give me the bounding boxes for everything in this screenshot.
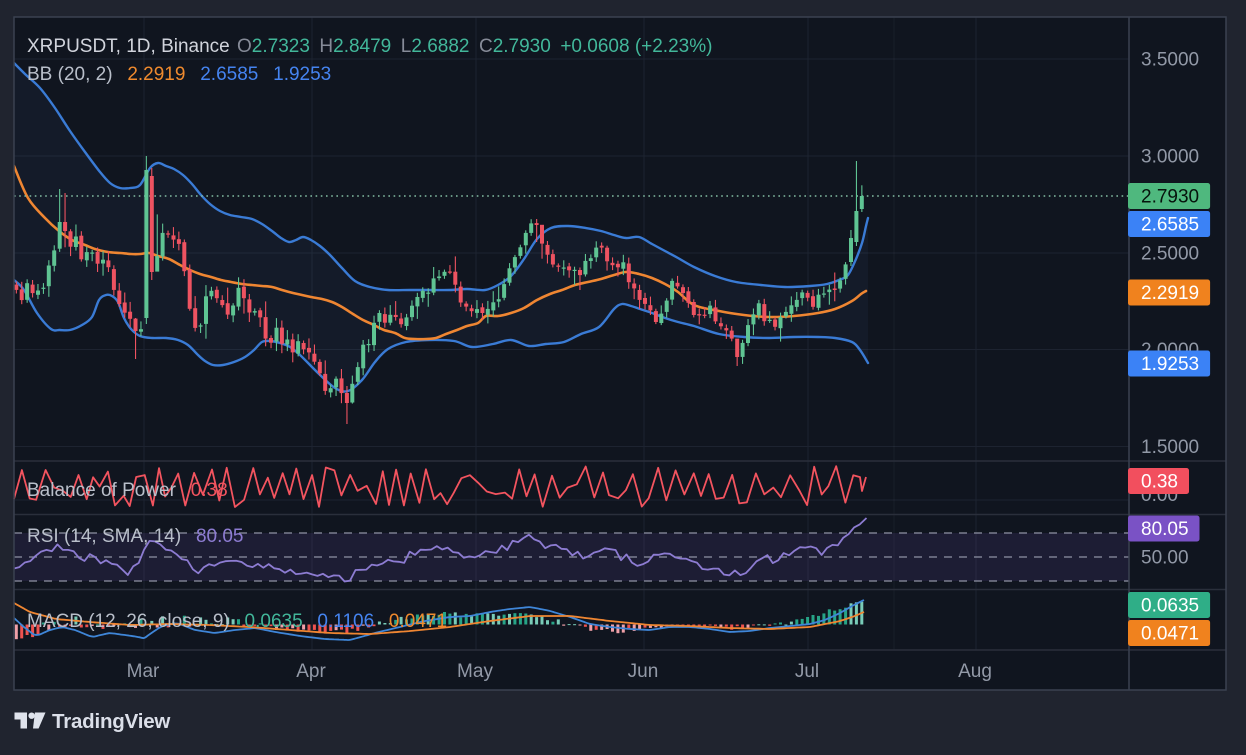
svg-text:3.5000: 3.5000: [1141, 50, 1199, 71]
svg-text:Mar: Mar: [127, 661, 160, 682]
svg-text:Apr: Apr: [296, 661, 326, 682]
svg-text:Jun: Jun: [628, 661, 659, 682]
svg-text:MACD (12, 26, close, 9) 0.063: MACD (12, 26, close, 9) 0.0635 0.1106 0.…: [27, 611, 447, 632]
svg-text:2.6585: 2.6585: [1141, 215, 1199, 236]
svg-text:Jul: Jul: [795, 661, 819, 682]
svg-text:O2.7323 H2.8479 L2.6882 C2.793: O2.7323 H2.8479 L2.6882 C2.7930 +0.0608 …: [237, 36, 712, 57]
svg-text:Balance of Power 0.38: Balance of Power 0.38: [27, 480, 228, 501]
svg-text:2.7930: 2.7930: [1141, 187, 1199, 208]
svg-text:0.0471: 0.0471: [1141, 624, 1199, 645]
svg-text:1.5000: 1.5000: [1141, 437, 1199, 458]
svg-text:50.00: 50.00: [1141, 548, 1189, 569]
svg-text:XRPUSDT, 1D, Binance: XRPUSDT, 1D, Binance: [27, 36, 230, 57]
svg-text:BB (20, 2) 2.2919 2.6585 1.: BB (20, 2) 2.2919 2.6585 1.9253: [27, 64, 331, 85]
svg-text:May: May: [457, 661, 493, 682]
svg-text:2.2919: 2.2919: [1141, 283, 1199, 304]
svg-text:80.05: 80.05: [1141, 519, 1189, 540]
svg-text:Aug: Aug: [958, 661, 992, 682]
svg-text:1.9253: 1.9253: [1141, 354, 1199, 375]
svg-text:2.5000: 2.5000: [1141, 244, 1199, 265]
svg-text:TradingView: TradingView: [52, 710, 170, 733]
svg-text:0.38: 0.38: [1141, 472, 1178, 493]
svg-text:RSI (14, SMA, 14) 80.05: RSI (14, SMA, 14) 80.05: [27, 526, 244, 547]
svg-text:0.0635: 0.0635: [1141, 596, 1199, 617]
svg-text:3.0000: 3.0000: [1141, 147, 1199, 168]
